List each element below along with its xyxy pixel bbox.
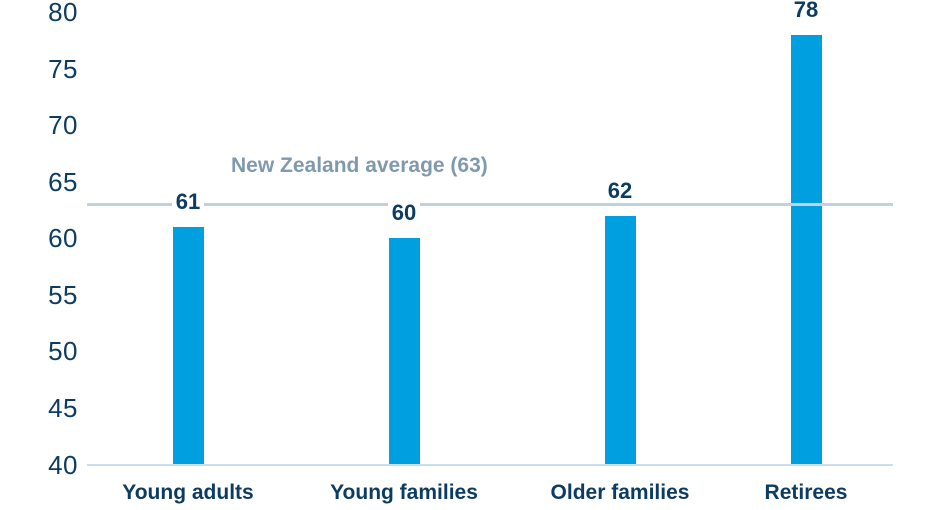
bar-young-adults — [172, 226, 204, 465]
y-tick-label: 65 — [48, 166, 78, 197]
y-tick-label: 75 — [48, 53, 78, 84]
average-line-label: New Zealand average (63) — [231, 154, 488, 177]
x-category-label-older-families: Older families — [550, 481, 690, 504]
x-category-label-young-families: Young families — [330, 481, 478, 504]
bar-older-families — [604, 215, 636, 465]
y-tick-label: 55 — [48, 279, 78, 310]
bar-retirees — [790, 34, 822, 465]
bar-young-families — [388, 238, 420, 465]
x-category-label-young-adults: Young adults — [122, 481, 254, 504]
y-tick-label: 45 — [48, 392, 78, 423]
y-tick-label: 80 — [48, 0, 78, 27]
bar-value-label: 61 — [138, 188, 238, 215]
x-category-label-retirees: Retirees — [764, 481, 848, 504]
x-axis-line — [87, 464, 893, 466]
y-tick-label: 70 — [48, 110, 78, 141]
y-tick-label: 60 — [48, 223, 78, 254]
bar-value-label: 78 — [756, 0, 856, 23]
bar-value-label: 60 — [354, 200, 454, 226]
y-tick-label: 50 — [48, 336, 78, 367]
bar-value-label: 62 — [570, 177, 670, 204]
y-tick-label: 40 — [48, 449, 78, 480]
average-reference-line — [87, 202, 893, 206]
